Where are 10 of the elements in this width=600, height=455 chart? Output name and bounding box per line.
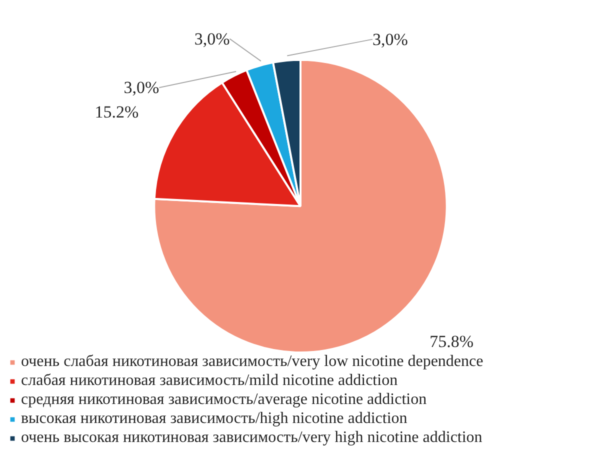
legend-label: высокая никотиновая зависимость/high nicotine addiction bbox=[21, 410, 408, 428]
data-label: 3,0% bbox=[372, 30, 408, 49]
legend-label: очень высокая никотиновая зависимость/very high nicotine addiction bbox=[21, 429, 482, 447]
data-label: 15.2% bbox=[94, 102, 139, 122]
legend-label: слабая никотиновая зависимость/mild nicotine addiction bbox=[21, 372, 398, 390]
legend-label: очень слабая никотиновая зависимость/very low nicotine dependence bbox=[21, 353, 484, 371]
data-label: 3,0% bbox=[124, 78, 160, 98]
data-label: 75.8% bbox=[430, 332, 474, 352]
data-label: 3,0% bbox=[194, 29, 230, 48]
legend-label: средняя никотиновая зависимость/average nicotine addiction bbox=[21, 391, 427, 409]
